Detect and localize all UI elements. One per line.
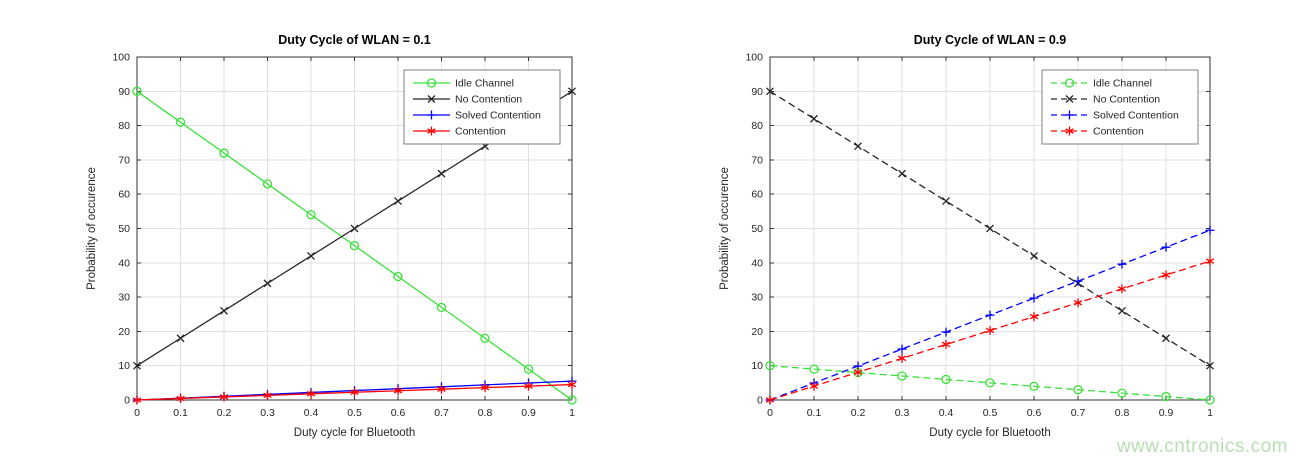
y-tick-labels: 0 10 20 30 40 50 60 70 80 90 100 (745, 52, 763, 407)
legend-item-idle-channel: Idle Channel (413, 78, 514, 90)
svg-text:70: 70 (118, 154, 130, 166)
svg-text:40: 40 (118, 257, 130, 269)
legend-label-idle-channel: Idle Channel (455, 78, 514, 90)
svg-text:0: 0 (757, 395, 763, 407)
svg-text:30: 30 (118, 292, 130, 304)
svg-text:0.2: 0.2 (217, 407, 232, 419)
svg-text:10: 10 (118, 360, 130, 372)
svg-text:1: 1 (569, 407, 575, 419)
chart-title: Duty Cycle of WLAN = 0.9 (914, 33, 1067, 47)
legend-item-no-contention: No Contention (1051, 94, 1160, 106)
svg-text:0: 0 (767, 407, 773, 419)
svg-text:10: 10 (751, 360, 763, 372)
svg-text:60: 60 (751, 189, 763, 201)
legend-item-solved-contention: Solved Contention (413, 110, 541, 122)
legend-label-contention: Contention (1093, 126, 1144, 138)
legend-label-no-contention: No Contention (455, 94, 522, 106)
x-tick-labels: 0 0.1 0.2 0.3 0.4 0.5 0.6 0.7 0.8 0.9 1 (767, 407, 1213, 419)
tick-marks (769, 56, 1211, 401)
svg-text:0.5: 0.5 (347, 407, 362, 419)
legend-label-contention: Contention (455, 126, 506, 138)
series-contention (765, 256, 1215, 405)
svg-text:90: 90 (751, 86, 763, 98)
svg-text:30: 30 (751, 292, 763, 304)
x-axis-label: Duty cycle for Bluetooth (929, 427, 1050, 439)
legend: Idle Channel No Contention Solved Contenti… (403, 69, 561, 145)
svg-text:60: 60 (118, 189, 130, 201)
legend-item-contention: Contention (1051, 126, 1144, 138)
series-idle-channel (132, 86, 577, 405)
svg-text:0.7: 0.7 (434, 407, 449, 419)
svg-text:0.4: 0.4 (939, 407, 954, 419)
svg-text:0.8: 0.8 (478, 407, 493, 419)
series-solved-contention (765, 225, 1215, 405)
svg-text:0.4: 0.4 (304, 407, 319, 419)
svg-text:20: 20 (751, 326, 763, 338)
series-idle-channel (765, 361, 1215, 405)
svg-text:0.5: 0.5 (983, 407, 998, 419)
svg-text:0.9: 0.9 (1159, 407, 1174, 419)
svg-text:50: 50 (751, 223, 763, 235)
series-contention (132, 380, 577, 405)
svg-text:0: 0 (134, 407, 140, 419)
svg-text:20: 20 (118, 326, 130, 338)
svg-text:0.6: 0.6 (1027, 407, 1042, 419)
svg-text:100: 100 (745, 52, 763, 64)
svg-text:0.9: 0.9 (521, 407, 536, 419)
svg-text:0.1: 0.1 (173, 407, 188, 419)
svg-text:40: 40 (751, 257, 763, 269)
chart-wlan-0-9: 0 0.1 0.2 0.3 0.4 0.5 0.6 0.7 0.8 0.9 101020304050… (719, 33, 1215, 439)
x-tick-labels: 0 0.1 0.2 0.3 0.4 0.5 0.6 0.7 0.8 0.9 1 (134, 407, 575, 419)
legend-label-solved-contention: Solved Contention (1093, 110, 1179, 122)
svg-text:0.6: 0.6 (391, 407, 406, 419)
y-axis-label: Probability of occurence (86, 167, 98, 290)
svg-text:70: 70 (751, 154, 763, 166)
svg-text:0.7: 0.7 (1071, 407, 1086, 419)
x-axis-label: Duty cycle for Bluetooth (294, 427, 415, 439)
series-line-idle-channel (769, 365, 1211, 401)
svg-text:0.1: 0.1 (807, 407, 822, 419)
svg-text:0.2: 0.2 (851, 407, 866, 419)
svg-text:0.8: 0.8 (1115, 407, 1130, 419)
svg-text:80: 80 (118, 120, 130, 132)
series-line-idle-channel (136, 90, 573, 401)
legend-item-contention: Contention (413, 126, 506, 138)
tick-marks (136, 56, 573, 401)
svg-text:0.3: 0.3 (895, 407, 910, 419)
watermark-text: www.cntronics.com (1116, 436, 1288, 457)
svg-text:90: 90 (118, 86, 130, 98)
y-axis-label: Probability of occurence (719, 167, 731, 290)
chart-title: Duty Cycle of WLAN = 0.1 (278, 33, 431, 47)
svg-text:80: 80 (751, 120, 763, 132)
svg-text:1: 1 (1207, 407, 1213, 419)
chart-wlan-0-1: 0 0.1 0.2 0.3 0.4 0.5 0.6 0.7 0.8 0.9 101020304050… (86, 33, 577, 439)
legend-item-no-contention: No Contention (413, 94, 522, 106)
svg-text:0: 0 (124, 395, 130, 407)
legend-label-idle-channel: Idle Channel (1093, 78, 1152, 90)
series-no-contention (766, 87, 1214, 370)
y-tick-labels: 0 10 20 30 40 50 60 70 80 90 100 (112, 52, 130, 407)
legend: Idle Channel No Contention Solved Contenti… (1041, 69, 1199, 145)
svg-text:0.3: 0.3 (260, 407, 275, 419)
svg-text:50: 50 (118, 223, 130, 235)
legend-item-solved-contention: Solved Contention (1051, 110, 1179, 122)
legend-label-solved-contention: Solved Contention (455, 110, 541, 122)
legend-item-idle-channel: Idle Channel (1051, 78, 1152, 90)
legend-label-no-contention: No Contention (1093, 94, 1160, 106)
svg-text:100: 100 (112, 52, 130, 64)
